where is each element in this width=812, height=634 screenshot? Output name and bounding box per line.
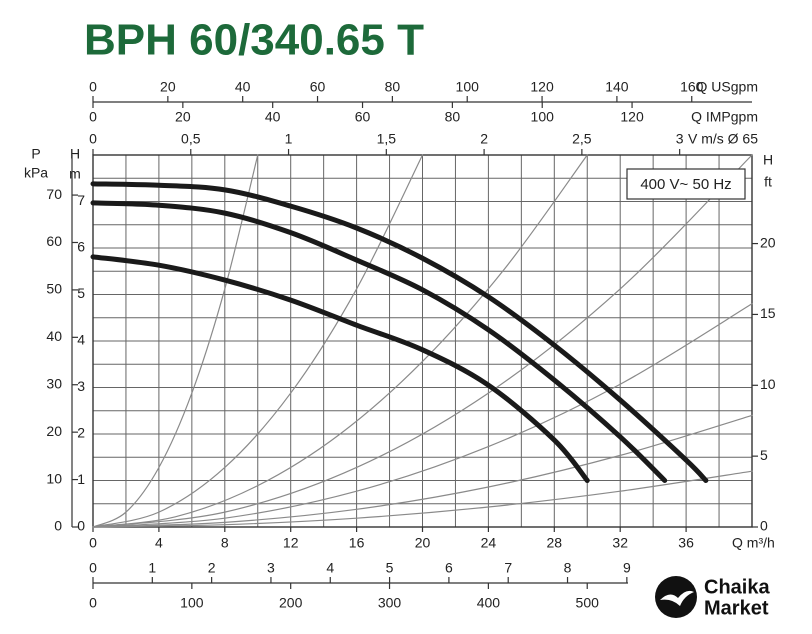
top-tick-label: 60 <box>310 79 326 95</box>
x-tick-label: 36 <box>678 535 694 551</box>
bottom-tick-label: 300 <box>378 595 402 611</box>
x-tick-label: 16 <box>349 535 365 551</box>
top-axis-label: Q USgpm <box>697 79 758 95</box>
top-axis-label: Q IMPgpm <box>691 109 758 125</box>
top-tick-label: 0 <box>89 109 97 125</box>
bottom-tick-label: 4 <box>326 560 334 576</box>
top-tick-label: 120 <box>620 109 644 125</box>
y-tick-label: 2 <box>77 425 85 441</box>
top-tick-label: 100 <box>531 109 555 125</box>
x-tick-label: 32 <box>612 535 628 551</box>
y-tick-label: 7 <box>77 192 85 208</box>
bottom-tick-label: 9 <box>623 560 631 576</box>
x-tick-label: 4 <box>155 535 163 551</box>
bottom-tick-label: 400 <box>477 595 501 611</box>
y-tick-label: 6 <box>77 239 85 255</box>
kpa-tick-label: 50 <box>46 281 62 297</box>
system-curve <box>92 154 588 528</box>
top-tick-label: 140 <box>605 79 629 95</box>
top-tick-label: 2 <box>480 131 488 147</box>
top-tick-label: 60 <box>355 109 371 125</box>
top-tick-label: 40 <box>235 79 251 95</box>
top-tick-label: 0 <box>89 131 97 147</box>
top-tick-label: 100 <box>456 79 480 95</box>
ft-tick-label: 10 <box>760 376 776 392</box>
top-tick-label: 1,5 <box>377 131 397 147</box>
bottom-tick-label: 0 <box>89 560 97 576</box>
kpa-tick-label: 70 <box>46 186 62 202</box>
bottom-tick-label: 3 <box>267 560 275 576</box>
kpa-tick-label: 60 <box>46 233 62 249</box>
chart-title: BPH 60/340.65 T <box>84 16 424 65</box>
top-tick-label: 120 <box>530 79 554 95</box>
bottom-tick-label: 500 <box>576 595 600 611</box>
bottom-tick-label: 6 <box>445 560 453 576</box>
logo-name: Chaika <box>704 576 770 598</box>
bottom-tick-label: 8 <box>564 560 572 576</box>
top-tick-label: 80 <box>385 79 401 95</box>
bottom-tick-label: 7 <box>504 560 512 576</box>
ft-tick-label: 15 <box>760 305 776 321</box>
bottom-tick-label: 0 <box>89 595 97 611</box>
kpa-axis-label: P <box>31 146 40 162</box>
ft-tick-label: 0 <box>760 518 768 534</box>
system-curve <box>92 303 753 528</box>
system-curve <box>92 154 753 528</box>
ft-tick-label: 5 <box>760 447 768 463</box>
x-tick-label: 8 <box>221 535 229 551</box>
x-tick-label: 28 <box>547 535 563 551</box>
kpa-tick-label: 30 <box>46 375 62 391</box>
kpa-tick-label: 0 <box>54 518 62 534</box>
annotation-box <box>626 168 746 200</box>
system-curve <box>92 154 424 528</box>
top-tick-label: 3 <box>676 131 684 147</box>
system-curve <box>92 154 259 528</box>
x-tick-label: 0 <box>89 535 97 551</box>
y-tick-label: 0 <box>77 518 85 534</box>
top-tick-label: 20 <box>160 79 176 95</box>
bottom-tick-label: 200 <box>279 595 303 611</box>
x-axis-label: Q m³/h <box>732 535 775 551</box>
ft-tick-label: 20 <box>760 234 776 250</box>
pump-curve <box>90 200 668 483</box>
annotation: 400 V~ 50 Hz <box>640 176 731 193</box>
system-curve <box>92 470 753 528</box>
x-tick-label: 20 <box>415 535 431 551</box>
top-tick-label: 160 <box>680 79 704 95</box>
x-tick-label: 12 <box>283 535 299 551</box>
y-tick-label: 1 <box>77 471 85 487</box>
bottom-tick-label: 2 <box>208 560 216 576</box>
kpa-tick-label: 40 <box>46 328 62 344</box>
y-tick-label: 3 <box>77 378 85 394</box>
top-tick-label: 20 <box>175 109 191 125</box>
bottom-tick-label: 100 <box>180 595 204 611</box>
pump-curve <box>90 254 590 483</box>
top-tick-label: 0 <box>89 79 97 95</box>
logo-bird <box>660 590 694 606</box>
logo-subtitle: Market <box>704 597 769 619</box>
y-axis-label: H <box>70 146 80 162</box>
x-tick-label: 24 <box>481 535 497 551</box>
top-tick-label: 0,5 <box>181 131 201 147</box>
kpa-tick-label: 10 <box>46 470 62 486</box>
y-axis-unit: m <box>69 166 81 182</box>
ft-axis-label: H <box>763 152 773 168</box>
pump-curve <box>90 181 709 483</box>
ft-axis-unit: ft <box>764 174 772 190</box>
kpa-axis-unit: kPa <box>24 165 48 181</box>
top-tick-label: 2,5 <box>572 131 592 147</box>
top-tick-label: 40 <box>265 109 281 125</box>
kpa-tick-label: 20 <box>46 423 62 439</box>
bottom-tick-label: 5 <box>386 560 394 576</box>
bottom-tick-label: 1 <box>148 560 156 576</box>
top-tick-label: 80 <box>445 109 461 125</box>
top-tick-label: 1 <box>285 131 293 147</box>
y-tick-label: 4 <box>77 332 85 348</box>
y-tick-label: 5 <box>77 285 85 301</box>
top-axis-label: V m/s Ø 65 <box>688 131 758 147</box>
